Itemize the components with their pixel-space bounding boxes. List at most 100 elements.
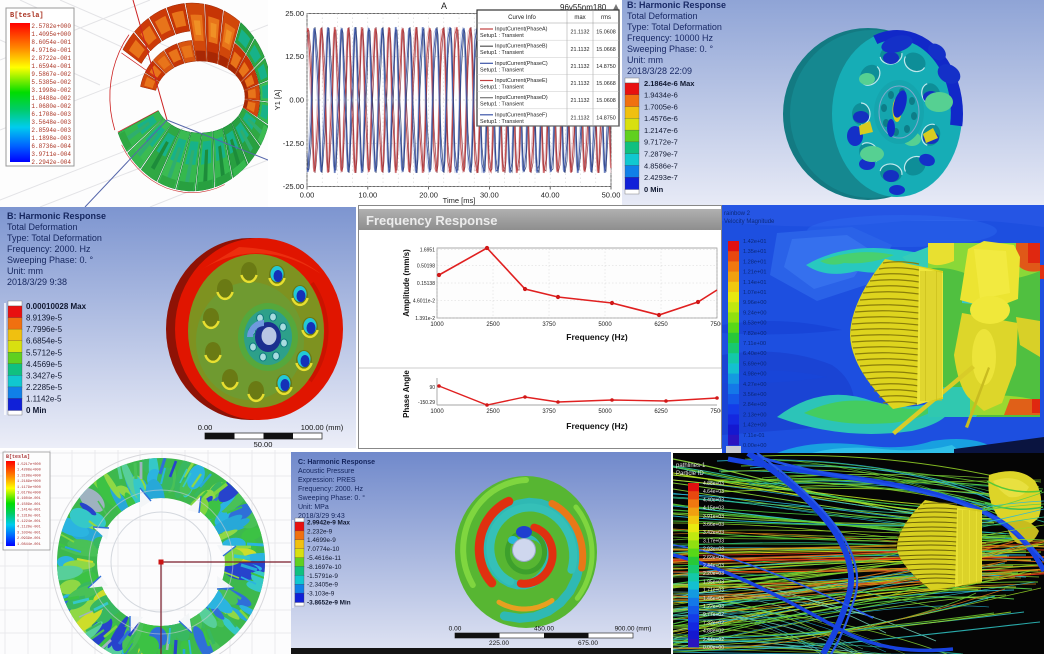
svg-text:50.00: 50.00 xyxy=(602,191,621,200)
svg-text:5.5712e-5: 5.5712e-5 xyxy=(26,348,63,357)
svg-text:14.8750: 14.8750 xyxy=(596,115,616,121)
svg-text:Setup1 : Transient: Setup1 : Transient xyxy=(480,119,524,125)
svg-text:15.0668: 15.0668 xyxy=(596,47,616,53)
svg-text:2.2942e-004: 2.2942e-004 xyxy=(31,159,71,166)
svg-text:2.8722e-001: 2.8722e-001 xyxy=(31,55,71,62)
svg-text:9.77e+02: 9.77e+02 xyxy=(703,612,724,618)
svg-text:0.00: 0.00 xyxy=(449,626,462,633)
svg-text:2.93e+03: 2.93e+03 xyxy=(703,547,724,553)
svg-text:7.82e+00: 7.82e+00 xyxy=(743,331,767,337)
svg-text:21.1132: 21.1132 xyxy=(570,30,589,36)
svg-text:3.91e+03: 3.91e+03 xyxy=(703,514,724,520)
svg-text:Sweeping Phase: 0. °: Sweeping Phase: 0. ° xyxy=(298,494,365,502)
svg-text:1.2189e+000: 1.2189e+000 xyxy=(17,480,41,484)
svg-text:96v55nm180: 96v55nm180 xyxy=(560,3,607,12)
svg-text:InputCurrent(PhaseF): InputCurrent(PhaseF) xyxy=(495,112,547,118)
svg-text:1.4095e+000: 1.4095e+000 xyxy=(31,31,71,38)
svg-text:Setup1 : Transient: Setup1 : Transient xyxy=(480,85,524,91)
svg-text:0.00e+00: 0.00e+00 xyxy=(703,645,724,651)
svg-text:7.2879e-7: 7.2879e-7 xyxy=(644,150,678,159)
svg-text:6.1319e-001: 6.1319e-001 xyxy=(17,514,41,518)
svg-text:1.0680e-002: 1.0680e-002 xyxy=(31,103,71,110)
svg-text:Velocity Magnitude: Velocity Magnitude xyxy=(724,219,775,225)
svg-text:21.1132: 21.1132 xyxy=(570,98,589,104)
svg-text:1.0170e+000: 1.0170e+000 xyxy=(17,492,41,496)
svg-text:3.42e+03: 3.42e+03 xyxy=(703,530,724,536)
svg-text:1.4576e-6: 1.4576e-6 xyxy=(644,114,678,123)
svg-text:Expression: PRES: Expression: PRES xyxy=(298,477,356,484)
svg-text:1.4208e+000: 1.4208e+000 xyxy=(17,469,41,473)
svg-text:-1.5791e-9: -1.5791e-9 xyxy=(307,573,338,580)
svg-text:Time [ms]: Time [ms] xyxy=(443,196,476,205)
svg-text:3.17e+03: 3.17e+03 xyxy=(703,538,724,544)
svg-text:Unit: MPa: Unit: MPa xyxy=(298,504,329,511)
svg-text:7.11e+00: 7.11e+00 xyxy=(743,341,766,347)
svg-text:3.1998e-002: 3.1998e-002 xyxy=(31,87,71,94)
svg-text:1.391e-2: 1.391e-2 xyxy=(415,316,435,322)
svg-text:Frequency Response: Frequency Response xyxy=(366,213,498,228)
svg-text:Frequency (Hz): Frequency (Hz) xyxy=(566,332,628,342)
svg-text:6.40e+00: 6.40e+00 xyxy=(743,351,767,357)
svg-text:A: A xyxy=(441,1,447,11)
svg-text:Frequency: 10000 Hz: Frequency: 10000 Hz xyxy=(627,33,714,43)
svg-text:-3.8652e-9 Min: -3.8652e-9 Min xyxy=(307,599,351,606)
svg-text:2.8594e-003: 2.8594e-003 xyxy=(31,127,71,134)
svg-text:30.00: 30.00 xyxy=(480,191,499,200)
svg-text:Particle ID: Particle ID xyxy=(676,471,704,477)
svg-text:Frequency: 2000. Hz: Frequency: 2000. Hz xyxy=(7,244,91,254)
svg-text:1.5217e+000: 1.5217e+000 xyxy=(17,463,41,467)
svg-text:2.44e+02: 2.44e+02 xyxy=(703,637,724,643)
svg-text:40.00: 40.00 xyxy=(541,191,560,200)
svg-text:4.98e+00: 4.98e+00 xyxy=(743,372,767,378)
svg-text:20.00: 20.00 xyxy=(419,191,438,200)
svg-text:14.8750: 14.8750 xyxy=(596,64,616,70)
svg-text:Frequency: 2000. Hz: Frequency: 2000. Hz xyxy=(298,486,363,493)
svg-text:4.9716e-001: 4.9716e-001 xyxy=(31,47,71,54)
svg-text:0.00: 0.00 xyxy=(198,423,213,432)
svg-text:21.1132: 21.1132 xyxy=(570,115,589,121)
svg-text:0 Min: 0 Min xyxy=(26,406,47,415)
svg-text:6250: 6250 xyxy=(654,322,668,328)
svg-text:2.5782e+000: 2.5782e+000 xyxy=(31,23,71,30)
svg-text:rainbow 2: rainbow 2 xyxy=(724,211,751,217)
svg-text:Total Deformation: Total Deformation xyxy=(7,222,78,232)
svg-text:2.4293e-7: 2.4293e-7 xyxy=(644,173,678,182)
svg-text:4.15e+03: 4.15e+03 xyxy=(703,506,724,512)
svg-text:1.2147e-6: 1.2147e-6 xyxy=(644,126,678,135)
svg-text:1.8488e-002: 1.8488e-002 xyxy=(31,95,71,102)
svg-text:Setup1 : Transient: Setup1 : Transient xyxy=(480,33,524,39)
svg-text:900.00 (mm): 900.00 (mm) xyxy=(615,626,652,633)
svg-text:3.3427e-5: 3.3427e-5 xyxy=(26,371,63,380)
svg-text:2018/3/29 9:38: 2018/3/29 9:38 xyxy=(7,277,67,287)
svg-text:B[tesla]: B[tesla] xyxy=(10,12,44,20)
svg-text:15.0608: 15.0608 xyxy=(596,98,616,104)
svg-text:21.1132: 21.1132 xyxy=(570,64,589,70)
svg-text:25.00: 25.00 xyxy=(285,9,304,18)
svg-text:1.21e+01: 1.21e+01 xyxy=(743,270,767,276)
svg-text:InputCurrent(PhaseB): InputCurrent(PhaseB) xyxy=(495,44,548,50)
svg-text:1.28e+01: 1.28e+01 xyxy=(743,259,767,265)
svg-text:5000: 5000 xyxy=(598,322,612,328)
svg-text:Acoustic Pressure: Acoustic Pressure xyxy=(298,468,355,475)
svg-text:8.1509e-001: 8.1509e-001 xyxy=(17,503,41,507)
svg-text:1.42e+00: 1.42e+00 xyxy=(743,423,767,429)
svg-text:2018/3/29 9:43: 2018/3/29 9:43 xyxy=(298,513,345,520)
svg-text:1.9434e-6: 1.9434e-6 xyxy=(644,91,678,100)
svg-text:InputCurrent(PhaseE): InputCurrent(PhaseE) xyxy=(495,78,548,84)
svg-text:3750: 3750 xyxy=(542,322,556,328)
svg-text:100.00 (mm): 100.00 (mm) xyxy=(301,423,344,432)
svg-text:-12.50: -12.50 xyxy=(283,139,304,148)
svg-text:Unit: mm: Unit: mm xyxy=(627,55,663,65)
svg-text:7.0774e-10: 7.0774e-10 xyxy=(307,546,340,553)
svg-text:9.96e+00: 9.96e+00 xyxy=(743,300,767,306)
svg-text:Type: Total Deformation: Type: Total Deformation xyxy=(7,233,102,243)
svg-text:Sweeping Phase: 0. °: Sweeping Phase: 0. ° xyxy=(627,44,714,54)
svg-text:21.1132: 21.1132 xyxy=(570,81,589,87)
svg-text:3.9711e-004: 3.9711e-004 xyxy=(31,151,71,158)
svg-text:9.5867e-002: 9.5867e-002 xyxy=(31,71,71,78)
svg-text:1.4699e-9: 1.4699e-9 xyxy=(307,537,336,544)
svg-text:2.13e+00: 2.13e+00 xyxy=(743,412,767,418)
svg-text:-8.1697e-10: -8.1697e-10 xyxy=(307,564,342,571)
svg-text:-3.103e-9: -3.103e-9 xyxy=(307,591,335,598)
svg-text:InputCurrent(PhaseA): InputCurrent(PhaseA) xyxy=(495,27,548,33)
